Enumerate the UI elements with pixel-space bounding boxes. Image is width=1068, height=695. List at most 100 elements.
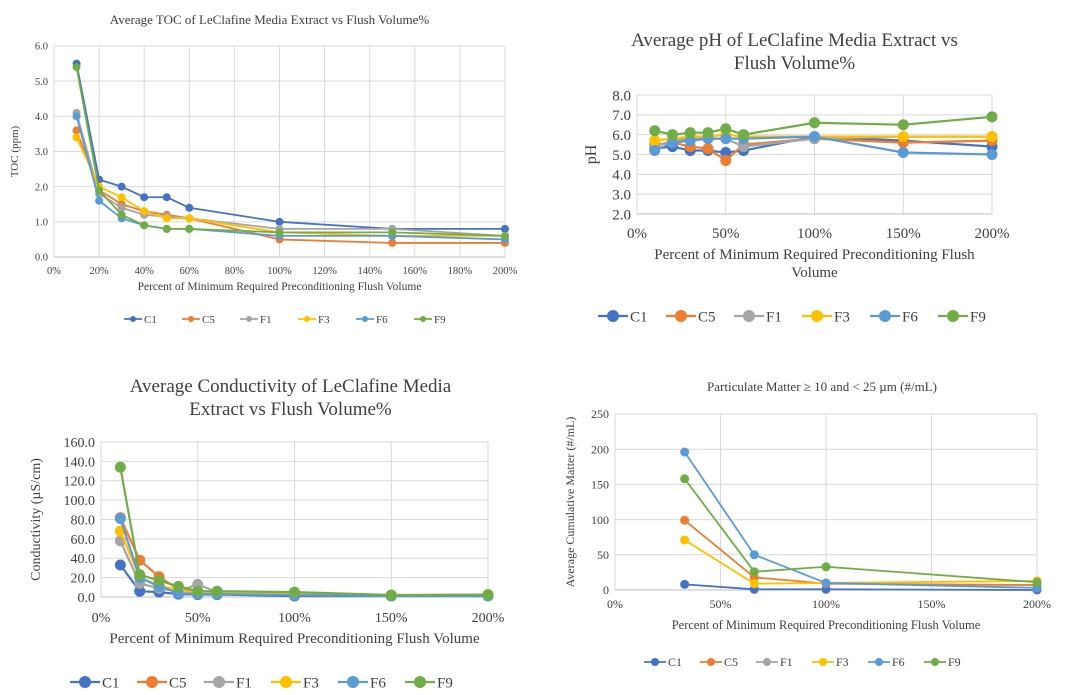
y-tick-label: 150 xyxy=(591,478,609,492)
data-point xyxy=(720,133,732,145)
data-point xyxy=(114,559,126,571)
legend-marker-icon xyxy=(743,310,755,322)
data-point xyxy=(986,111,998,123)
data-point xyxy=(821,562,831,572)
y-tick-label: 2.0 xyxy=(35,182,48,193)
data-point xyxy=(72,112,81,121)
data-point xyxy=(680,447,690,457)
x-tick-label: 200% xyxy=(472,611,505,626)
legend-label: F1 xyxy=(236,675,252,691)
legend-item-c5: C5 xyxy=(666,309,716,325)
y-tick-label: 20.0 xyxy=(71,572,96,587)
data-point xyxy=(114,513,126,525)
series-f9 xyxy=(114,461,494,601)
x-tick-label: 200% xyxy=(1023,597,1051,611)
x-tick-label: 40% xyxy=(135,266,155,277)
x-tick-label: 180% xyxy=(448,266,473,277)
y-tick-label: 6.0 xyxy=(612,128,631,144)
data-point xyxy=(684,135,696,147)
y-axis-title: Conductivity (µS/cm) xyxy=(29,458,44,581)
data-point xyxy=(821,578,831,588)
y-tick-label: 40.0 xyxy=(71,552,96,567)
x-tick-label: 100% xyxy=(278,611,311,626)
x-tick-label: 0% xyxy=(627,226,647,242)
y-tick-label: 60.0 xyxy=(71,533,96,548)
data-point xyxy=(114,461,126,473)
x-tick-label: 0% xyxy=(92,611,111,626)
data-point xyxy=(289,586,300,598)
x-tick-label: 100% xyxy=(267,266,292,277)
legend-marker-icon xyxy=(246,316,252,322)
legend-label: F9 xyxy=(948,655,961,669)
legend-label: F6 xyxy=(370,675,386,691)
legend-label: F3 xyxy=(834,309,850,325)
data-point xyxy=(275,228,284,237)
ph-chart: Average pH of LeClafine Media Extract vs… xyxy=(583,30,1010,325)
chart-title: Extract vs Flush Volume% xyxy=(189,399,392,420)
y-tick-label: 2.0 xyxy=(612,207,631,223)
legend-marker-icon xyxy=(707,658,715,666)
x-tick-label: 140% xyxy=(357,266,382,277)
legend-label: F6 xyxy=(902,309,918,325)
legend: C1 C5 F1 F3 F6 F9 xyxy=(70,675,453,691)
legend-marker-icon xyxy=(811,310,823,322)
y-tick-label: 6.0 xyxy=(35,42,48,53)
x-tick-label: 50% xyxy=(185,611,211,626)
series-f9 xyxy=(72,63,509,240)
legend-marker-icon xyxy=(188,316,194,322)
legend-label: F6 xyxy=(376,314,388,326)
legend-label: C5 xyxy=(202,314,215,326)
data-point xyxy=(684,127,696,139)
y-tick-label: 4.0 xyxy=(612,168,631,184)
data-point xyxy=(275,217,284,226)
legend-item-f3: F3 xyxy=(271,675,319,691)
y-tick-label: 100 xyxy=(591,513,609,527)
data-point xyxy=(72,63,81,72)
data-point xyxy=(162,193,171,202)
series-f9 xyxy=(680,474,1042,587)
legend-item-f6: F6 xyxy=(868,655,905,669)
y-tick-label: 100.0 xyxy=(64,494,96,509)
legend-item-f1: F1 xyxy=(756,655,793,669)
y-tick-label: 0.0 xyxy=(78,591,96,606)
series-line xyxy=(75,116,506,241)
legend-item-f1: F1 xyxy=(240,314,272,326)
x-axis-title: Percent of Minimum Required Precondition… xyxy=(672,618,981,632)
legend-marker-icon xyxy=(607,310,619,322)
data-point xyxy=(667,129,678,141)
data-point xyxy=(72,133,81,142)
data-point xyxy=(117,210,126,219)
legend-marker-icon xyxy=(347,676,359,688)
legend-item-c1: C1 xyxy=(644,655,682,669)
legend-item-f6: F6 xyxy=(870,309,918,325)
data-point xyxy=(897,119,909,131)
x-tick-label: 60% xyxy=(180,266,200,277)
data-point xyxy=(192,585,204,597)
data-point xyxy=(117,193,126,202)
y-tick-label: 140.0 xyxy=(64,455,96,470)
legend: C1 C5 F1 F3 F6 F9 xyxy=(598,309,986,325)
data-point xyxy=(809,117,820,129)
data-point xyxy=(388,238,397,247)
conductivity-chart: Average Conductivity of LeClafine MediaE… xyxy=(29,376,505,691)
y-tick-label: 5.0 xyxy=(35,77,48,88)
x-tick-label: 50% xyxy=(710,597,732,611)
legend-marker-icon xyxy=(819,658,827,666)
legend-marker-icon xyxy=(362,316,368,322)
data-point xyxy=(749,567,759,577)
data-point xyxy=(986,149,998,160)
chart-title: Average TOC of LeClafine Media Extract v… xyxy=(110,12,430,27)
gridlines xyxy=(53,45,506,258)
legend-label: F3 xyxy=(836,655,849,669)
x-axis-title: Percent of Minimum Required Precondition… xyxy=(138,281,422,293)
legend-label: C5 xyxy=(724,655,738,669)
y-tick-label: 250 xyxy=(591,407,609,421)
legend-item-c5: C5 xyxy=(182,314,215,326)
x-axis-title: Percent of Minimum Required Precondition… xyxy=(654,247,975,263)
data-point xyxy=(388,228,397,237)
series-line xyxy=(684,539,1038,585)
legend-label: C1 xyxy=(102,675,120,691)
series-f6 xyxy=(649,131,998,160)
y-tick-label: 80.0 xyxy=(71,513,96,528)
x-tick-label: 120% xyxy=(312,266,337,277)
